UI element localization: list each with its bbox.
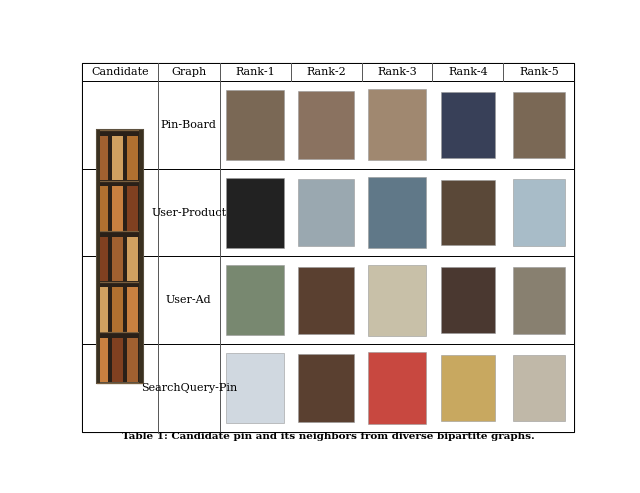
Text: Candidate: Candidate [91,67,148,77]
Text: Rank-1: Rank-1 [235,67,275,77]
Text: User-Ad: User-Ad [166,295,212,305]
Bar [441,355,495,421]
Bar [81,169,575,256]
Bar [368,177,426,248]
Bar [227,353,284,423]
Bar [98,237,108,281]
Text: Rank-5: Rank-5 [519,67,559,77]
Bar [81,256,575,344]
Bar [113,338,123,382]
Bar [368,89,426,160]
Bar [227,265,284,335]
Bar [98,338,108,382]
Bar [81,64,575,81]
Bar [127,186,138,231]
Bar [441,180,495,246]
Bar [513,267,565,334]
Bar [298,354,354,422]
Bar [113,186,123,231]
Text: Rank-2: Rank-2 [306,67,346,77]
Bar [298,267,354,334]
Bar [368,352,426,423]
Text: Rank-3: Rank-3 [377,67,417,77]
Bar [298,179,354,246]
Text: User-Product: User-Product [151,208,227,217]
Bar [97,130,143,383]
Text: Rank-4: Rank-4 [448,67,488,77]
Bar [139,130,143,383]
Bar [98,136,108,180]
Bar [513,92,565,158]
Bar [127,287,138,332]
Bar [298,91,354,159]
Text: Pin-Board: Pin-Board [161,120,217,130]
Text: Table 1: Candidate pin and its neighbors from diverse bipartite graphs.: Table 1: Candidate pin and its neighbors… [122,432,534,441]
Bar [127,338,138,382]
Bar [368,265,426,336]
Bar [98,186,108,231]
Bar [97,130,143,383]
Bar [97,130,100,383]
Text: Graph: Graph [171,67,206,77]
Bar [127,136,138,180]
Bar [227,90,284,160]
Bar [513,179,565,246]
Bar [113,237,123,281]
Text: SearchQuery-Pin: SearchQuery-Pin [141,383,237,393]
Bar [127,237,138,281]
Bar [81,344,575,432]
Bar [441,92,495,158]
Bar [227,177,284,247]
Bar [81,81,575,169]
Bar [98,287,108,332]
Bar [113,136,123,180]
Bar [113,287,123,332]
Bar [513,354,565,422]
Bar [441,267,495,333]
